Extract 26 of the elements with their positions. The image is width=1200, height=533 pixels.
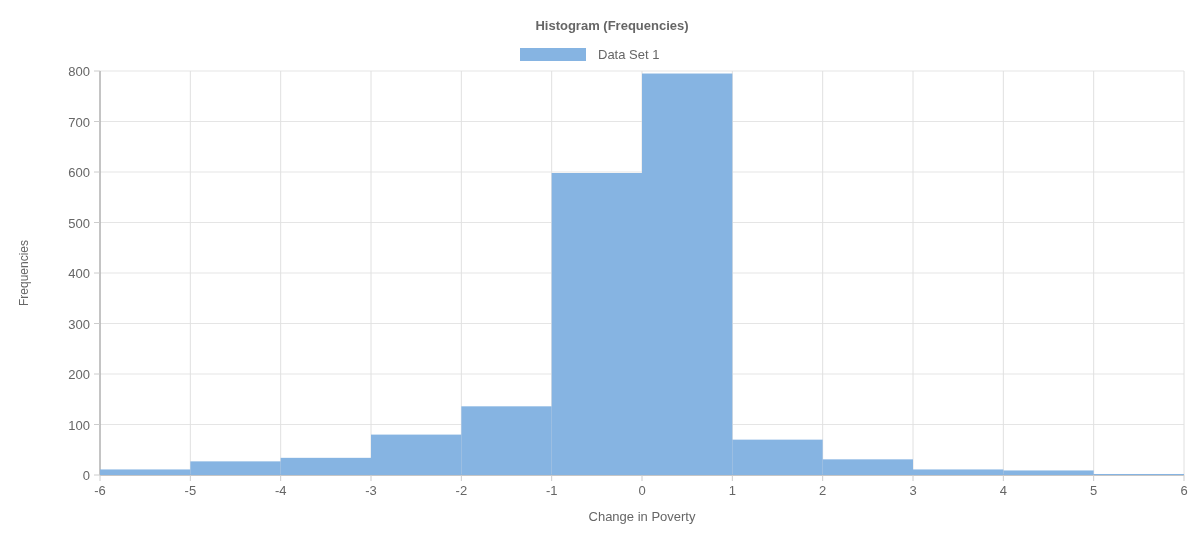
x-tick-label: 6 xyxy=(1180,483,1188,498)
x-tick-label: -5 xyxy=(184,483,197,498)
x-tick-label: 4 xyxy=(999,483,1007,498)
x-tick-label: 2 xyxy=(819,483,827,498)
y-tick-label: 600 xyxy=(68,165,90,180)
y-axis-title: Frequencies xyxy=(17,239,31,307)
y-tick-label: 300 xyxy=(68,316,90,332)
y-tick-label: 200 xyxy=(68,367,90,382)
chart-title: Histogram (Frequencies) xyxy=(535,18,689,33)
y-tick-label: 0 xyxy=(82,468,90,483)
x-tick-label: 3 xyxy=(909,483,917,498)
y-tick-label: 400 xyxy=(68,266,90,281)
y-tick-label: 700 xyxy=(68,114,90,130)
x-tick-label: -4 xyxy=(274,483,287,498)
x-tick-label: 1 xyxy=(728,483,736,498)
x-tick-label: -3 xyxy=(365,483,377,498)
y-tick-label: 500 xyxy=(68,215,90,231)
x-tick-label: -6 xyxy=(94,483,106,498)
y-tick-label: 800 xyxy=(68,64,90,79)
x-axis-title: Change in Poverty xyxy=(588,509,696,524)
x-tick-label: 5 xyxy=(1090,483,1098,498)
x-tick-label: -2 xyxy=(455,483,468,498)
x-tick-label: 0 xyxy=(638,483,646,498)
y-tick-label: 100 xyxy=(68,417,90,433)
series-label: Data Set 1 xyxy=(598,47,660,62)
x-tick-label: -1 xyxy=(545,483,558,498)
